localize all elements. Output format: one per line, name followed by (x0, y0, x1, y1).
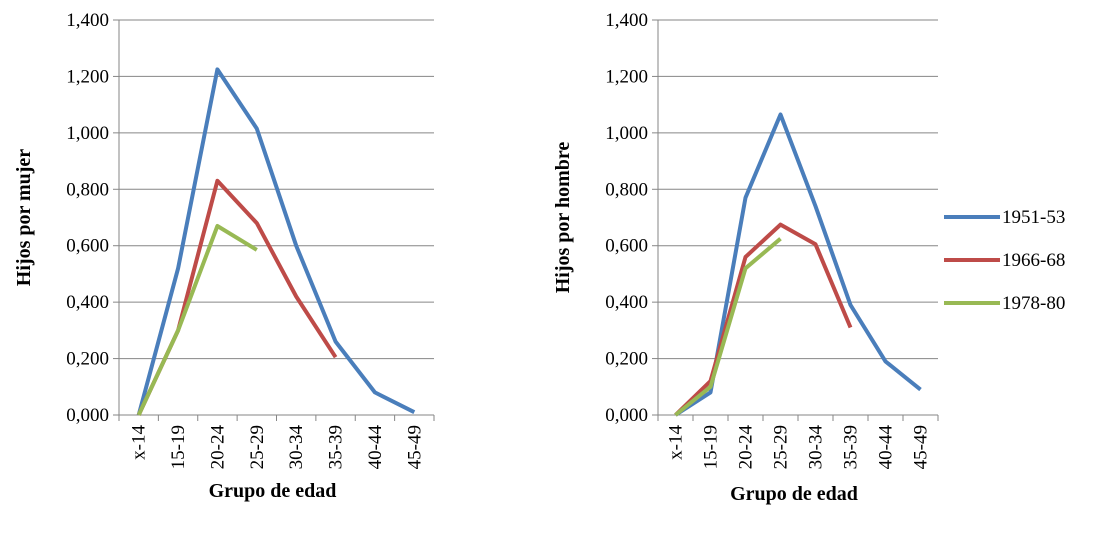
legend-label: 1966-68 (1002, 250, 1065, 271)
y-tick-label: 1,200 (66, 66, 109, 87)
x-tick-label: 15-19 (168, 425, 189, 469)
y-tick-label: 0,800 (66, 179, 109, 200)
y-tick-label: 0,400 (66, 292, 109, 313)
x-tick-label: 45-49 (911, 425, 932, 469)
x-tick-label: 30-34 (806, 425, 827, 470)
x-tick-label: x-14 (666, 425, 687, 460)
series-line-1978-80 (674, 237, 782, 417)
y-axis-title: Hijos por hombre (552, 142, 574, 294)
x-tick-label: x-14 (129, 425, 150, 460)
series-line-1966-68 (674, 222, 853, 417)
x-tick-label: 15-19 (701, 425, 722, 469)
y-tick-label: 0,800 (605, 179, 648, 200)
y-tick-label: 1,000 (605, 123, 648, 144)
x-tick-label: 35-39 (841, 425, 862, 469)
x-tick-label: 30-34 (286, 425, 307, 470)
legend: 1951-53 1966-68 1978-80 (944, 207, 1065, 314)
y-tick-label: 1,400 (66, 10, 109, 31)
series-line-1951-53 (136, 67, 416, 416)
y-tick-label: 0,000 (605, 405, 648, 426)
y-tick-label: 1,200 (605, 66, 648, 87)
x-tick-label: 20-24 (207, 425, 228, 470)
y-tick-label: 0,200 (66, 349, 109, 370)
x-tick-label: 20-24 (736, 425, 757, 470)
x-tick-label: 40-44 (876, 425, 897, 470)
x-tick-label: 45-49 (404, 425, 425, 469)
x-tick-label: 25-29 (771, 425, 792, 469)
legend-label: 1978-80 (1002, 293, 1065, 314)
y-tick-label: 1,000 (66, 123, 109, 144)
legend-label: 1951-53 (1002, 207, 1065, 228)
chart-hijos-por-hombre: 0,000 0,200 0,400 0,600 0,800 1,000 1,200 1,400… (552, 10, 939, 505)
x-tick-label: 35-39 (326, 425, 347, 469)
y-tick-label: 0,600 (66, 236, 109, 257)
y-tick-label: 0,000 (66, 405, 109, 426)
x-tick-label: 40-44 (365, 425, 386, 470)
y-tick-label: 0,400 (605, 292, 648, 313)
y-tick-label: 0,600 (605, 236, 648, 257)
x-axis-title: Grupo de edad (209, 480, 337, 502)
y-tick-label: 1,400 (605, 10, 648, 31)
y-axis-title: Hijos por mujer (13, 149, 35, 287)
x-axis-title: Grupo de edad (730, 483, 858, 505)
chart-hijos-por-mujer: 0,000 0,200 0,400 0,600 0,800 1,000 1,200 1,400… (13, 10, 435, 502)
series-line-1978-80 (136, 224, 258, 416)
x-tick-label: 25-29 (247, 425, 268, 469)
y-tick-label: 0,200 (605, 349, 648, 370)
